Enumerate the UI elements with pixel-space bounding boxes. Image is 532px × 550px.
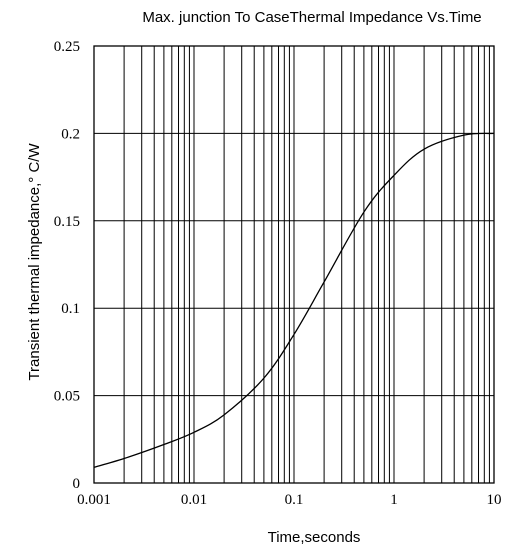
grid-lines	[93, 45, 494, 484]
y-tick-label: 0.2	[61, 126, 80, 142]
x-tick-label: 1	[390, 492, 398, 508]
x-tick-label: 0.01	[181, 492, 207, 508]
y-axis-label: Transient thermal impedance,° C/W	[26, 143, 43, 381]
y-tick-label: 0.1	[61, 301, 80, 317]
series-line	[93, 132, 495, 468]
x-tick-label: 0.001	[77, 492, 111, 508]
tick-labels: 0.001 0.01 0.1 1 10 0 0.05 0.1 0.15 0.2 0.25	[54, 39, 502, 508]
plot-frame	[93, 45, 495, 484]
y-tick-label: 0	[73, 476, 81, 492]
y-tick-label: 0.05	[54, 389, 80, 405]
series-group	[93, 132, 495, 468]
chart-title: Max. junction To CaseThermal Impedance V…	[142, 9, 481, 26]
x-axis-label: Time,seconds	[268, 529, 361, 546]
x-tick-label: 0.1	[285, 492, 304, 508]
y-tick-label: 0.15	[54, 214, 80, 230]
y-tick-label: 0.25	[54, 39, 80, 55]
x-tick-label: 10	[487, 492, 502, 508]
